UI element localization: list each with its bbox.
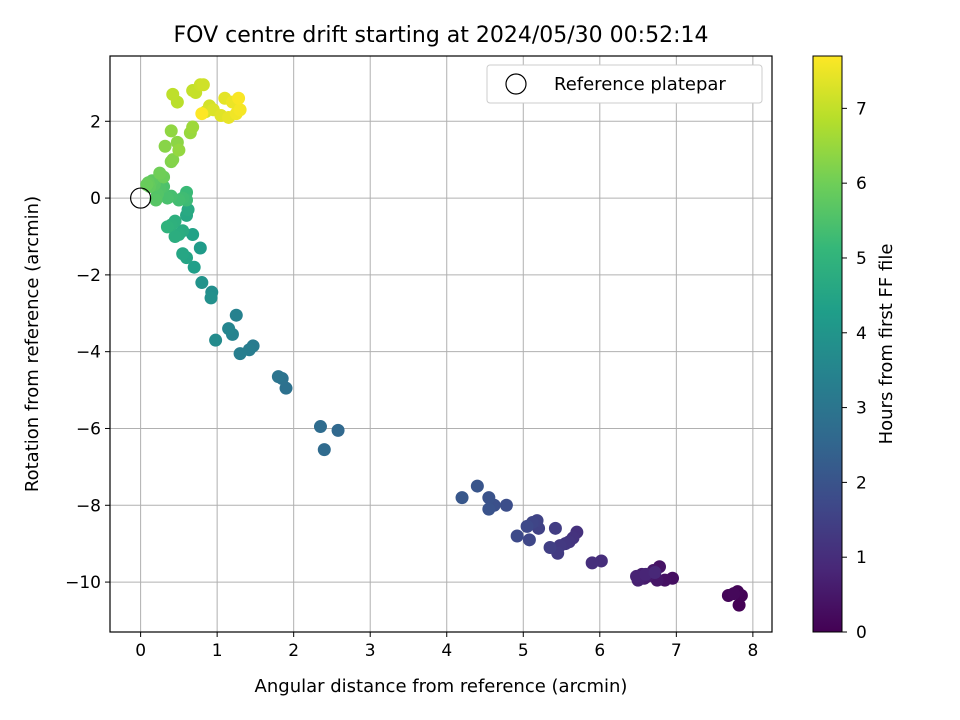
data-point bbox=[193, 241, 207, 255]
x-axis-label: Angular distance from reference (arcmin) bbox=[255, 676, 628, 697]
data-point bbox=[499, 498, 513, 512]
data-point bbox=[648, 565, 662, 579]
x-axis: 0 1 2 3 4 5 6 7 8 bbox=[135, 632, 758, 661]
colorbar-tick-label: 5 bbox=[856, 249, 867, 269]
data-point bbox=[455, 491, 469, 505]
data-point bbox=[727, 587, 741, 601]
legend: Reference platepar bbox=[486, 64, 763, 104]
data-point bbox=[172, 143, 186, 157]
data-point bbox=[181, 203, 195, 217]
data-point bbox=[196, 78, 210, 92]
grid bbox=[110, 56, 772, 632]
data-point bbox=[158, 139, 172, 153]
plot-background bbox=[110, 56, 772, 632]
data-point bbox=[186, 228, 200, 242]
data-point bbox=[195, 276, 209, 290]
legend-entry-reference: Reference platepar bbox=[554, 74, 726, 95]
reference-marker bbox=[130, 187, 152, 209]
data-point bbox=[233, 347, 247, 361]
x-tick-label: 0 bbox=[135, 641, 146, 661]
y-tick-label: −10 bbox=[65, 573, 101, 593]
legend-marker-reference bbox=[505, 73, 527, 95]
colorbar-tick-label: 7 bbox=[856, 99, 867, 119]
data-point bbox=[168, 229, 182, 243]
y-tick-label: 2 bbox=[90, 112, 101, 132]
data-point bbox=[195, 107, 209, 121]
colorbar-tick-label: 1 bbox=[856, 548, 867, 568]
x-tick-label: 7 bbox=[671, 641, 682, 661]
x-tick-label: 4 bbox=[441, 641, 452, 661]
data-point bbox=[160, 191, 174, 205]
data-point bbox=[585, 556, 599, 570]
data-point bbox=[176, 247, 190, 261]
colorbar-label: Hours from first FF file bbox=[876, 244, 897, 445]
y-tick-label: 0 bbox=[90, 189, 101, 209]
data-point bbox=[522, 533, 536, 547]
x-tick-label: 8 bbox=[747, 641, 758, 661]
data-point bbox=[520, 519, 534, 533]
x-tick-label: 2 bbox=[288, 641, 299, 661]
colorbar-tick-label: 2 bbox=[856, 473, 867, 493]
data-point bbox=[482, 491, 496, 505]
data-point bbox=[229, 308, 243, 322]
plot-area bbox=[109, 55, 773, 633]
data-point bbox=[164, 124, 178, 138]
data-point bbox=[313, 420, 327, 434]
data-point bbox=[160, 220, 174, 234]
data-point bbox=[153, 166, 167, 180]
y-tick-label: −8 bbox=[76, 496, 101, 516]
data-point bbox=[331, 423, 345, 437]
data-point bbox=[317, 443, 331, 457]
data-point bbox=[187, 260, 201, 274]
data-point bbox=[470, 479, 484, 493]
colorbar-tick-label: 0 bbox=[856, 623, 867, 643]
y-axis: −10 −8 −6 −4 −2 0 2 bbox=[65, 112, 110, 593]
colorbar-tick-label: 4 bbox=[856, 324, 867, 344]
data-point bbox=[543, 541, 557, 555]
colorbar-tick-label: 3 bbox=[856, 399, 867, 419]
data-point bbox=[548, 521, 562, 535]
data-point bbox=[149, 193, 163, 207]
x-tick-label: 3 bbox=[365, 641, 376, 661]
data-point bbox=[222, 322, 236, 336]
x-tick-label: 5 bbox=[518, 641, 529, 661]
y-tick-label: −2 bbox=[76, 266, 101, 286]
data-point bbox=[232, 91, 246, 105]
y-tick-label: −4 bbox=[76, 343, 101, 363]
x-tick-label: 6 bbox=[594, 641, 605, 661]
data-point bbox=[166, 87, 180, 101]
data-point bbox=[140, 178, 154, 192]
reference-point bbox=[130, 187, 152, 209]
legend-box bbox=[486, 64, 763, 104]
plot-frame bbox=[109, 55, 773, 633]
colorbar-tick-label: 6 bbox=[856, 174, 867, 194]
data-point bbox=[186, 120, 200, 134]
y-tick-label: −6 bbox=[76, 419, 101, 439]
colorbar: 0 1 2 3 4 5 6 7 Hours from first FF file bbox=[812, 55, 897, 643]
data-point bbox=[166, 153, 180, 167]
colorbar-ticks: 0 1 2 3 4 5 6 7 bbox=[842, 99, 867, 643]
colorbar-fill bbox=[812, 55, 843, 633]
data-point bbox=[482, 502, 496, 516]
data-point bbox=[233, 103, 247, 117]
x-tick-label: 1 bbox=[212, 641, 223, 661]
y-axis-label: Rotation from reference (arcmin) bbox=[22, 196, 43, 492]
data-point bbox=[204, 291, 218, 305]
data-point bbox=[510, 529, 524, 543]
data-point bbox=[209, 333, 223, 347]
scatter-points bbox=[140, 78, 748, 612]
data-point bbox=[271, 370, 285, 384]
chart-title: FOV centre drift starting at 2024/05/30 … bbox=[174, 23, 709, 48]
